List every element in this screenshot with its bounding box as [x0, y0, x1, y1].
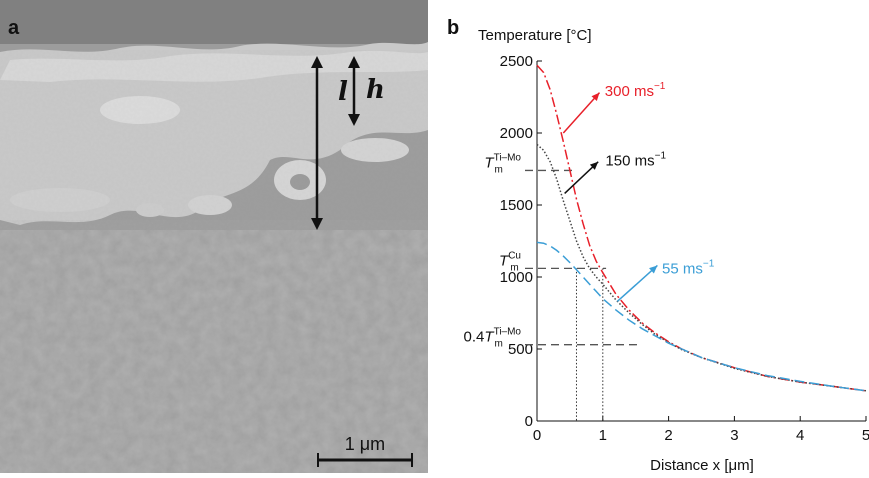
y-tick-label: 500 — [508, 341, 533, 358]
y-axis-title: Temperature [°C] — [478, 27, 592, 44]
temperature-chart: b Temperature [°C] Distance x [μm] 0 500 1… — [447, 17, 869, 474]
reference-label: 0.4TTi–Mo m — [464, 327, 522, 350]
x-tick-label: 5 — [862, 427, 869, 444]
reference-label: TCu m — [499, 250, 521, 273]
layer-thickness-l-arrow — [311, 56, 323, 230]
x-tick-label: 1 — [599, 427, 607, 444]
annotation-arrowhead — [649, 265, 658, 274]
layer-thickness-h-arrow — [348, 56, 360, 126]
annotation-arrow — [616, 264, 658, 303]
series-annotation-label: 150 ms−1 — [605, 150, 666, 169]
x-axis-title: Distance x [μm] — [650, 457, 754, 473]
series-annotation-label: 300 ms−1 — [605, 81, 666, 100]
annotation-arrowhead — [589, 161, 599, 170]
series-line — [536, 64, 867, 392]
arrow-l-label: l — [338, 77, 348, 107]
y-tick-label: 2500 — [500, 53, 533, 70]
series-line — [536, 241, 867, 392]
arrow-h-label: h — [366, 75, 385, 105]
series-annotation-label: 55 ms−1 — [662, 258, 715, 277]
y-tick-label: 1000 — [500, 269, 533, 286]
x-tick-label: 3 — [730, 427, 738, 444]
y-tick-label: 0 — [525, 413, 533, 430]
panel-b-label: b — [447, 17, 459, 39]
annotation-arrowhead — [591, 92, 600, 102]
panel-a-label: a — [8, 17, 20, 39]
y-tick-label: 2000 — [500, 125, 533, 142]
x-tick-label: 0 — [533, 427, 541, 444]
y-tick-label: 1500 — [500, 197, 533, 214]
scale-bar-label: 1 μm — [345, 434, 385, 454]
annotation-arrow — [562, 92, 601, 134]
x-tick-label: 4 — [796, 427, 804, 444]
temperature-chart-panel: b Temperature [°C] Distance x [μm] 0 500 1… — [430, 0, 869, 474]
sem-micrograph-panel: a l h 1 μm — [0, 0, 428, 473]
reference-label: TTi–Mo m — [484, 152, 521, 175]
sem-image: a l h 1 μm — [0, 0, 428, 473]
scale-bar — [317, 453, 413, 467]
x-tick-label: 2 — [664, 427, 672, 444]
